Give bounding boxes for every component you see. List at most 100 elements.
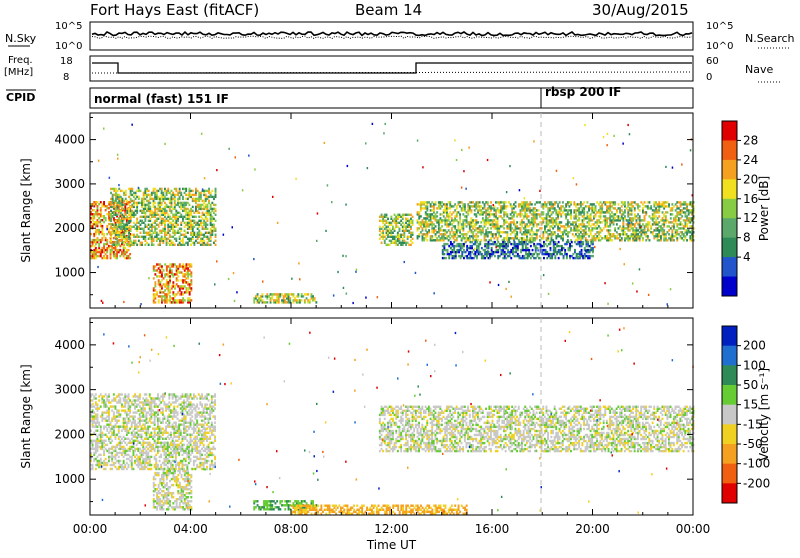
echo-cell — [555, 217, 557, 219]
echo-cell — [164, 283, 166, 285]
echo-cell — [126, 458, 128, 460]
echo-cell — [161, 208, 163, 210]
cpid-label: CPID — [6, 91, 35, 104]
echo-cell — [678, 233, 680, 235]
echo-cell — [92, 223, 94, 225]
nave-tick-top: 60 — [706, 56, 719, 67]
echo-cell — [211, 190, 213, 192]
echo-cell — [106, 424, 108, 426]
echo-cell — [384, 236, 386, 238]
echo-cell — [195, 240, 197, 242]
colorbar-swatch — [722, 218, 737, 238]
echo-cell — [461, 201, 463, 203]
echo-cell — [200, 204, 202, 206]
echo-cell — [92, 393, 94, 395]
colorbar-tick-label: 24 — [743, 153, 758, 167]
echo-cell — [190, 244, 192, 246]
echo-cell — [403, 230, 405, 232]
echo-cell — [578, 217, 580, 219]
echo-cell — [546, 237, 548, 239]
echo-cell — [399, 222, 401, 224]
echo-cell — [215, 214, 217, 216]
echo-cell — [97, 460, 99, 462]
noise-cell — [433, 292, 435, 294]
echo-cell — [284, 299, 286, 301]
echo-cell — [456, 249, 458, 251]
echo-cell — [536, 223, 538, 225]
echo-cell — [101, 440, 103, 442]
echo-cell — [154, 281, 156, 283]
freq-tick-bottom: 8 — [63, 72, 69, 83]
echo-cell — [412, 238, 414, 240]
noise-cell — [242, 189, 244, 191]
echo-cell — [161, 202, 163, 204]
echo-cell — [122, 218, 124, 220]
colorbar-swatch — [722, 121, 737, 141]
noise-cell — [464, 241, 466, 243]
noise-cell — [235, 156, 237, 158]
echo-cell — [108, 458, 110, 460]
echo-cell — [215, 220, 217, 222]
noise-cell — [262, 281, 264, 283]
echo-cell — [412, 216, 414, 218]
echo-cell — [179, 293, 181, 295]
echo-cell — [389, 244, 391, 246]
echo-cell — [446, 231, 448, 233]
echo-cell — [390, 216, 392, 218]
noise-cell — [548, 293, 550, 295]
echo-cell — [476, 255, 478, 257]
echo-cell — [671, 213, 673, 215]
echo-cell — [121, 403, 123, 405]
echo-cell — [503, 227, 505, 229]
echo-cell — [106, 405, 108, 407]
echo-cell — [175, 204, 177, 206]
echo-cell — [461, 237, 463, 239]
echo-cell — [116, 249, 118, 251]
noise-cell — [333, 294, 335, 296]
echo-cell — [146, 242, 148, 244]
echo-cell — [166, 232, 168, 234]
noise-cell — [463, 170, 465, 172]
echo-cell — [195, 216, 197, 218]
echo-cell — [98, 399, 100, 401]
noise-cell — [324, 142, 326, 144]
echo-cell — [179, 285, 181, 287]
echo-cell — [663, 229, 665, 231]
echo-cell — [528, 249, 530, 251]
echo-cell — [683, 211, 685, 213]
echo-cell — [289, 293, 291, 295]
echo-cell — [590, 207, 592, 209]
echo-cell — [653, 201, 655, 203]
echo-cell — [131, 242, 133, 244]
echo-cell — [426, 221, 428, 223]
echo-cell — [179, 299, 181, 301]
echo-cell — [95, 393, 97, 395]
echo-cell — [154, 301, 156, 303]
echo-cell — [314, 297, 316, 299]
echo-cell — [111, 418, 113, 420]
echo-cell — [584, 247, 586, 249]
echo-cell — [136, 190, 138, 192]
noise-cell — [385, 123, 387, 125]
echo-cell — [126, 454, 128, 456]
echo-cell — [205, 222, 207, 224]
echo-cell — [560, 205, 562, 207]
echo-cell — [506, 225, 508, 227]
cpid-mode-2: rbsp 200 IF — [545, 85, 621, 99]
echo-cell — [116, 460, 118, 462]
echo-cell — [106, 450, 108, 452]
echo-cell — [301, 299, 303, 301]
echo-cell — [195, 234, 197, 236]
noise-cell — [233, 272, 235, 274]
noise-cell — [138, 187, 140, 189]
echo-cell — [129, 253, 131, 255]
echo-cell — [399, 214, 401, 216]
echo-cell — [639, 215, 641, 217]
echo-cell — [688, 209, 690, 211]
echo-cell — [124, 403, 126, 405]
echo-cell — [441, 201, 443, 203]
echo-cell — [600, 221, 602, 223]
echo-cell — [117, 226, 119, 228]
echo-cell — [580, 201, 582, 203]
echo-cell — [520, 257, 522, 259]
